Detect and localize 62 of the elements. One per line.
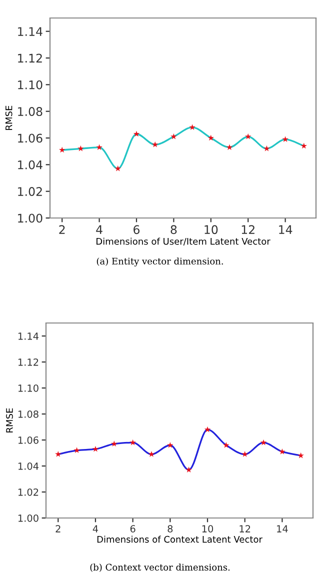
y-axis-title: RMSE bbox=[6, 408, 13, 432]
y-tick-label: 1.00 bbox=[18, 514, 38, 522]
y-tick-label: 1.08 bbox=[18, 410, 38, 418]
x-tick-label: 8 bbox=[168, 525, 173, 532]
point bbox=[130, 439, 136, 446]
point bbox=[133, 130, 140, 137]
point bbox=[55, 451, 62, 457]
x-tick-label: 8 bbox=[170, 225, 177, 234]
x-tick-label: 4 bbox=[96, 225, 102, 234]
point bbox=[223, 442, 230, 448]
point bbox=[74, 447, 80, 454]
y-tick-label: 1.06 bbox=[18, 134, 42, 143]
x-tick-label: 2 bbox=[56, 525, 60, 532]
x-axis-title: Dimensions of Context Latent Vector bbox=[97, 536, 262, 543]
x-tick-label: 2 bbox=[59, 225, 65, 234]
y-tick-label: 1.14 bbox=[18, 332, 39, 340]
point bbox=[58, 146, 66, 153]
point bbox=[114, 165, 121, 172]
point bbox=[298, 452, 304, 458]
y-tick-label: 1.10 bbox=[18, 80, 42, 90]
point bbox=[189, 124, 196, 130]
text: (a) Entity vector dimension. bbox=[96, 258, 223, 266]
x-tick-label: 6 bbox=[130, 525, 136, 532]
y-tick-label: 1.10 bbox=[18, 384, 38, 392]
y-tick-label: 1.12 bbox=[18, 54, 42, 62]
y-tick-label: 1.14 bbox=[18, 27, 42, 36]
point bbox=[152, 141, 158, 148]
y-tick-label: 1.06 bbox=[18, 436, 38, 444]
x-tick-label: 10 bbox=[204, 225, 218, 234]
x-tick-label: 10 bbox=[202, 525, 214, 532]
point bbox=[245, 133, 252, 140]
point bbox=[226, 144, 233, 150]
point bbox=[167, 442, 174, 448]
point bbox=[186, 466, 192, 473]
x-axis-title: Dimensions of User/Item Latent Vector bbox=[96, 238, 270, 246]
x-tick-label: 14 bbox=[279, 225, 292, 234]
y-tick-label: 1.12 bbox=[18, 358, 38, 366]
point bbox=[204, 426, 211, 432]
x-tick-label: 14 bbox=[277, 525, 288, 532]
x-tick-label: 12 bbox=[240, 525, 250, 532]
text: (b) Context vector dimensions. bbox=[90, 564, 230, 572]
y-tick-label: 1.02 bbox=[18, 488, 38, 496]
point bbox=[264, 145, 270, 152]
y-tick-label: 1.02 bbox=[18, 187, 42, 196]
y-axis-title: RMSE bbox=[5, 106, 12, 130]
x-tick-label: 6 bbox=[134, 225, 140, 234]
y-tick-label: 1.04 bbox=[18, 160, 42, 170]
point bbox=[170, 133, 177, 140]
point bbox=[208, 134, 214, 141]
y-tick-label: 1.08 bbox=[18, 107, 42, 116]
point bbox=[96, 144, 102, 150]
point bbox=[78, 145, 84, 152]
y-tick-label: 1.00 bbox=[18, 214, 42, 223]
x-tick-label: 4 bbox=[92, 525, 98, 532]
y-tick-label: 1.04 bbox=[18, 462, 39, 470]
point bbox=[111, 440, 118, 447]
point bbox=[282, 136, 288, 142]
point bbox=[279, 448, 286, 454]
point bbox=[260, 439, 267, 446]
point bbox=[300, 142, 308, 149]
x-tick-label: 12 bbox=[242, 225, 254, 234]
point bbox=[92, 446, 99, 452]
